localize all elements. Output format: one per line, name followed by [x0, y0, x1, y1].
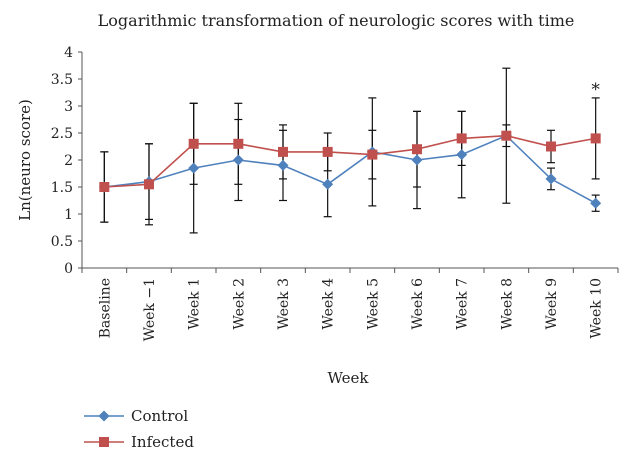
series-lines	[104, 134, 597, 204]
data-point-control	[277, 159, 289, 171]
x-tick-label: Week 7	[455, 278, 471, 330]
data-point-control	[322, 178, 334, 190]
y-tick-label: 4	[64, 45, 73, 61]
y-tick-label: 2	[64, 153, 73, 169]
x-axis-label: Week	[327, 369, 369, 387]
legend-marker	[99, 437, 109, 447]
y-tick-label: 0	[64, 261, 73, 277]
x-tick-label: Week 6	[410, 278, 426, 330]
error-bars	[100, 67, 600, 234]
data-point-infected	[188, 138, 199, 149]
x-tick-label: Week 10	[589, 278, 605, 339]
y-axis-ticks: 0 0.5 1 1.5 2 2.5 3 3.5 4	[51, 45, 82, 277]
x-tick-label: Week 9	[544, 278, 560, 330]
data-point-infected	[233, 138, 244, 149]
x-tick-label: Week 8	[499, 278, 515, 330]
x-tick-label: Week 5	[365, 278, 381, 330]
x-tick-label: Week 4	[321, 278, 337, 330]
x-axis-ticks: Baseline Week −1 Week 1 Week 2 Week 3 Week 4 W…	[81, 268, 619, 341]
data-point-control	[590, 197, 602, 209]
x-tick-label: Week −1	[142, 278, 158, 341]
data-point-infected	[501, 130, 512, 141]
data-point-infected	[278, 146, 288, 157]
legend-marker	[98, 410, 110, 422]
chart-title: Logarithmic transformation of neurologic…	[98, 11, 575, 30]
data-point-control	[545, 173, 557, 185]
data-point-infected	[322, 146, 333, 157]
data-point-infected	[546, 141, 556, 152]
series-markers	[98, 130, 602, 209]
x-tick-label: Week 3	[276, 278, 292, 330]
legend-label: Control	[131, 407, 188, 425]
y-tick-label: 1.5	[51, 180, 73, 196]
annotations: *	[591, 80, 600, 100]
y-tick-label: 1	[64, 207, 73, 223]
y-tick-label: 3	[64, 99, 73, 115]
data-point-control	[188, 162, 200, 174]
x-tick-label: Week 1	[187, 278, 203, 330]
data-point-control	[456, 149, 468, 161]
y-tick-label: 2.5	[51, 126, 73, 142]
data-point-infected	[590, 133, 601, 144]
data-point-infected	[412, 144, 422, 155]
data-point-infected	[144, 179, 154, 190]
series-line-control	[104, 134, 597, 204]
significance-marker: *	[591, 80, 600, 100]
data-point-infected	[367, 149, 378, 160]
y-tick-label: 3.5	[51, 72, 73, 88]
data-point-control	[411, 154, 423, 166]
x-tick-label: Baseline	[97, 278, 113, 338]
y-tick-label: 0.5	[51, 234, 73, 250]
axes	[81, 52, 618, 269]
y-axis-label: Ln(neuro score)	[16, 99, 34, 221]
data-point-infected	[456, 133, 467, 144]
legend-label: Infected	[131, 433, 194, 451]
data-point-control	[232, 154, 244, 166]
legend: Control Infected	[84, 407, 194, 451]
data-point-infected	[99, 182, 110, 192]
series-line-infected	[104, 134, 596, 188]
x-tick-label: Week 2	[231, 278, 247, 330]
